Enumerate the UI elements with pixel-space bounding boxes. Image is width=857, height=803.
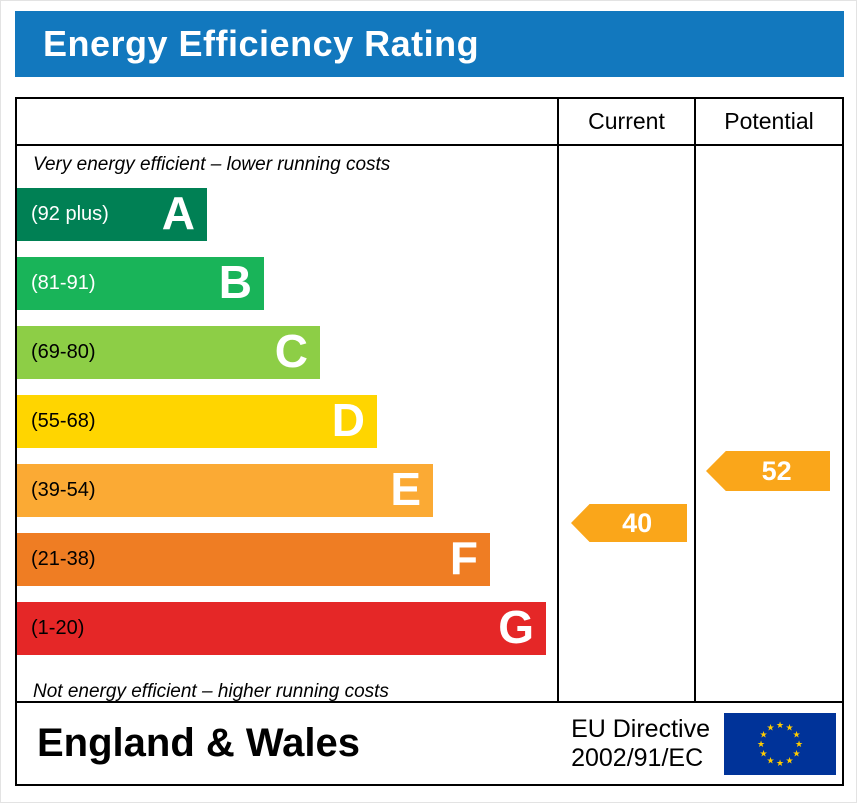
band-d-range: (55-68) <box>31 410 96 432</box>
band-a: (92 plus) A <box>17 188 207 241</box>
band-b-range: (81-91) <box>31 272 96 294</box>
current-rating-value: 40 <box>622 507 653 538</box>
rating-grid: Very energy efficient – lower running co… <box>17 99 842 701</box>
top-note: Very energy efficient – lower running co… <box>33 154 391 175</box>
band-b-letter: B <box>218 256 252 308</box>
page-title: Energy Efficiency Rating <box>43 23 480 64</box>
eu-flag-icon: ★ ★ ★ ★ ★ ★ ★ ★ ★ ★ ★ ★ <box>724 712 836 775</box>
svg-text:★: ★ <box>776 721 784 731</box>
footer: England & Wales EU Directive 2002/91/EC … <box>17 701 842 784</box>
current-column: Current <box>557 99 694 701</box>
band-f-range: (21-38) <box>31 548 96 570</box>
svg-text:★: ★ <box>766 756 774 766</box>
band-f-letter: F <box>449 532 478 584</box>
svg-text:★: ★ <box>785 756 793 766</box>
svg-text:★: ★ <box>792 749 800 759</box>
svg-text:★: ★ <box>792 730 800 740</box>
band-g-letter: G <box>498 601 534 653</box>
bands-column: Very energy efficient – lower running co… <box>17 99 557 701</box>
band-d-letter: D <box>331 394 365 446</box>
band-b: (81-91) B <box>17 257 264 310</box>
band-f: (21-38) F <box>17 533 490 586</box>
potential-column-header: Potential <box>696 99 842 146</box>
eu-directive-line2: 2002/91/EC <box>571 743 704 772</box>
band-a-range: (92 plus) <box>31 203 109 225</box>
band-e: (39-54) E <box>17 464 433 517</box>
band-g: (1-20) G <box>17 602 546 655</box>
svg-text:★: ★ <box>759 749 767 759</box>
band-c-range: (69-80) <box>31 341 96 363</box>
svg-text:★: ★ <box>776 759 784 769</box>
svg-text:★: ★ <box>757 740 765 750</box>
potential-column: Potential <box>694 99 842 701</box>
band-c: (69-80) C <box>17 326 320 379</box>
eu-directive-label: EU Directive 2002/91/EC <box>571 715 724 773</box>
svg-text:★: ★ <box>785 723 793 733</box>
eu-directive-line1: EU Directive <box>571 714 710 743</box>
svg-text:★: ★ <box>766 723 774 733</box>
bands-body: Very energy efficient – lower running co… <box>17 146 557 701</box>
bands-column-header <box>17 99 557 146</box>
band-d: (55-68) D <box>17 395 377 448</box>
bottom-note: Not energy efficient – higher running co… <box>33 681 389 701</box>
rating-table: Very energy efficient – lower running co… <box>15 97 844 786</box>
band-c-letter: C <box>274 325 308 377</box>
current-rating-arrow: 40 <box>571 504 687 542</box>
band-e-range: (39-54) <box>31 479 96 501</box>
svg-text:★: ★ <box>795 740 803 750</box>
potential-rating-value: 52 <box>761 455 792 486</box>
band-a-letter: A <box>161 187 195 239</box>
title-bar: Energy Efficiency Rating <box>15 11 844 77</box>
band-e-letter: E <box>390 463 421 515</box>
band-g-range: (1-20) <box>31 617 85 639</box>
potential-rating-arrow: 52 <box>706 451 830 491</box>
svg-text:★: ★ <box>759 730 767 740</box>
current-column-header: Current <box>559 99 694 146</box>
region-label: England & Wales <box>37 721 361 765</box>
